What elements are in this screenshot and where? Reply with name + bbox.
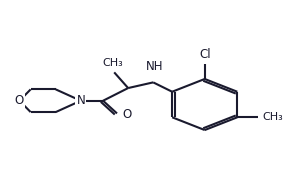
Text: CH₃: CH₃ <box>103 58 123 68</box>
Text: NH: NH <box>146 60 163 73</box>
Text: CH₃: CH₃ <box>262 112 283 122</box>
Text: N: N <box>76 94 85 107</box>
Text: Cl: Cl <box>199 48 211 61</box>
Text: O: O <box>15 94 24 107</box>
Text: O: O <box>122 108 131 121</box>
